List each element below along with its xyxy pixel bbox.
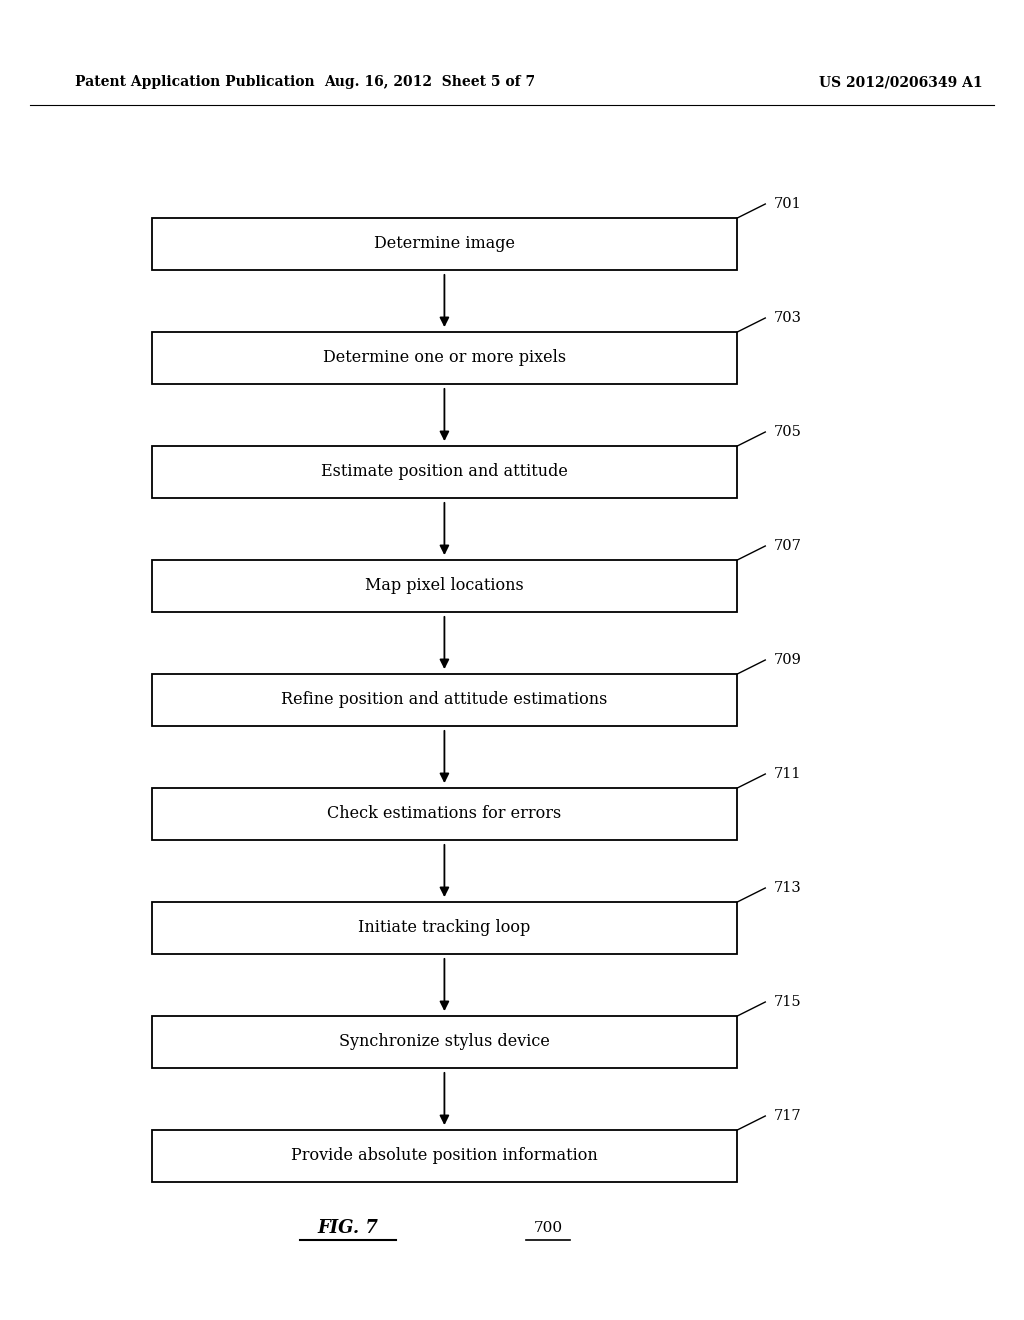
Text: 717: 717 <box>773 1109 801 1123</box>
Bar <box>152 218 737 271</box>
Text: 711: 711 <box>773 767 801 781</box>
Bar <box>152 902 737 954</box>
Bar <box>152 788 737 840</box>
Text: 709: 709 <box>773 653 801 667</box>
Text: Provide absolute position information: Provide absolute position information <box>291 1147 598 1164</box>
Text: Refine position and attitude estimations: Refine position and attitude estimations <box>282 692 607 709</box>
Text: 703: 703 <box>773 312 801 325</box>
Text: Map pixel locations: Map pixel locations <box>365 578 524 594</box>
Text: Patent Application Publication: Patent Application Publication <box>75 75 314 88</box>
Text: Aug. 16, 2012  Sheet 5 of 7: Aug. 16, 2012 Sheet 5 of 7 <box>325 75 536 88</box>
Text: Determine image: Determine image <box>374 235 515 252</box>
Text: Check estimations for errors: Check estimations for errors <box>328 805 561 822</box>
Bar <box>152 1016 737 1068</box>
Text: Synchronize stylus device: Synchronize stylus device <box>339 1034 550 1051</box>
Bar <box>152 675 737 726</box>
Text: US 2012/0206349 A1: US 2012/0206349 A1 <box>819 75 983 88</box>
Bar <box>152 333 737 384</box>
Text: FIG. 7: FIG. 7 <box>317 1218 379 1237</box>
Text: 705: 705 <box>773 425 801 440</box>
Bar <box>152 560 737 612</box>
Bar <box>152 1130 737 1181</box>
Text: 701: 701 <box>773 197 801 211</box>
Bar <box>152 446 737 498</box>
Text: 713: 713 <box>773 880 801 895</box>
Text: 715: 715 <box>773 995 801 1008</box>
Text: 700: 700 <box>534 1221 562 1236</box>
Text: Initiate tracking loop: Initiate tracking loop <box>358 920 530 936</box>
Text: 707: 707 <box>773 539 801 553</box>
Text: Determine one or more pixels: Determine one or more pixels <box>323 350 566 367</box>
Text: Estimate position and attitude: Estimate position and attitude <box>321 463 568 480</box>
